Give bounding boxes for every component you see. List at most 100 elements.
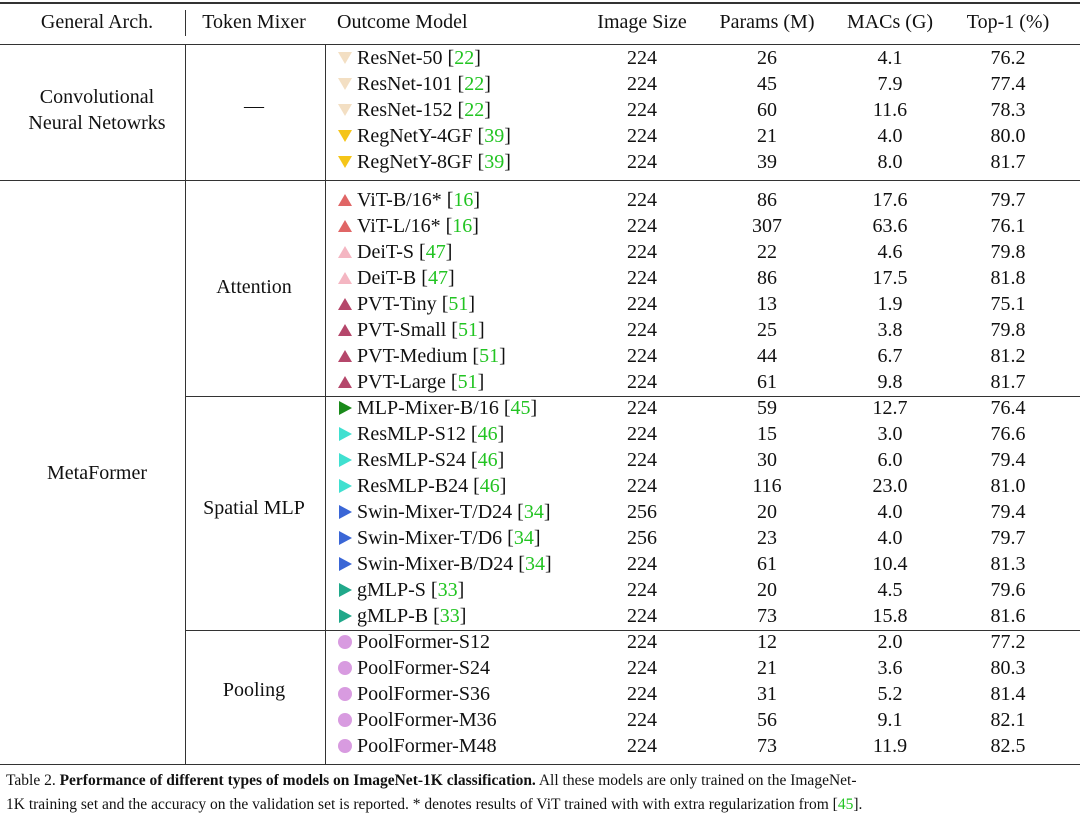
cite-bracket: ] bbox=[504, 125, 511, 147]
cite-bracket: ] bbox=[477, 371, 485, 393]
cite-bracket: [ bbox=[433, 605, 440, 627]
cite-bracket: [ bbox=[477, 151, 485, 173]
cite-number: 39 bbox=[484, 125, 505, 147]
model-label: ResNet-101 bbox=[357, 73, 453, 95]
cite-bracket: [ bbox=[447, 47, 455, 69]
marker-shape bbox=[338, 298, 352, 310]
cite-bracket: [ bbox=[832, 796, 838, 813]
model-name: ViT-B/16* [16] bbox=[357, 188, 480, 212]
model-label: PoolFormer-M36 bbox=[357, 709, 497, 731]
citation: [51] bbox=[451, 319, 484, 341]
citation: [22] bbox=[458, 73, 491, 95]
model-marker bbox=[338, 194, 352, 206]
cite-number: 51 bbox=[457, 319, 478, 341]
cite-bracket: ] bbox=[499, 345, 506, 367]
cell: 224 bbox=[627, 319, 657, 341]
model-label: ViT-L/16* bbox=[357, 215, 441, 237]
citation: [34] bbox=[507, 527, 540, 549]
model-label: PoolFormer-S12 bbox=[357, 631, 490, 653]
model-label: MLP-Mixer-B/16 bbox=[357, 397, 499, 419]
cite-number: 34 bbox=[513, 527, 534, 549]
cell: 307 bbox=[752, 215, 782, 237]
cell: 30 bbox=[757, 449, 777, 471]
model-name: MLP-Mixer-B/16 [45] bbox=[357, 396, 537, 420]
cite-number: 45 bbox=[837, 796, 854, 813]
cell: 3.6 bbox=[877, 657, 903, 679]
cite-bracket: [ bbox=[473, 475, 480, 497]
cell: 21 bbox=[757, 657, 777, 679]
cite-bracket: ] bbox=[533, 527, 541, 549]
cell: 224 bbox=[627, 73, 657, 95]
model-label: ViT-B/16* bbox=[357, 189, 442, 211]
model-name: ResNet-101 [22] bbox=[357, 72, 491, 96]
model-marker bbox=[338, 272, 352, 284]
cell: 224 bbox=[627, 631, 657, 653]
cite-bracket: [ bbox=[507, 527, 514, 549]
cell: 23.0 bbox=[872, 475, 908, 497]
cell: 224 bbox=[627, 397, 657, 419]
marker-shape bbox=[338, 635, 352, 649]
cell: 6.0 bbox=[877, 449, 903, 471]
cell: 224 bbox=[627, 423, 657, 445]
cite-number: 16 bbox=[453, 189, 474, 211]
cell: 80.0 bbox=[990, 125, 1026, 147]
cell: 23 bbox=[757, 527, 777, 549]
cell: 2.0 bbox=[877, 631, 903, 653]
cell: 59 bbox=[757, 397, 777, 419]
model-marker bbox=[339, 583, 352, 597]
header-cell: Image Size bbox=[597, 11, 687, 33]
marker-shape bbox=[339, 557, 352, 571]
model-name: Swin-Mixer-B/D24 [34] bbox=[357, 552, 552, 576]
marker-shape bbox=[338, 350, 352, 362]
cite-bracket: ] bbox=[473, 189, 481, 211]
cell: 12 bbox=[757, 631, 777, 653]
marker-shape bbox=[338, 78, 352, 90]
cite-bracket: [ bbox=[457, 73, 465, 95]
cell: 22 bbox=[757, 241, 777, 263]
token-mixer: Attention bbox=[216, 276, 292, 298]
cite-bracket: [ bbox=[472, 345, 480, 367]
rule bbox=[0, 764, 1080, 765]
model-label: PVT-Medium bbox=[357, 345, 468, 367]
rule bbox=[185, 396, 1080, 397]
model-name: ResNet-50 [22] bbox=[357, 46, 481, 70]
cite-bracket: ] bbox=[497, 449, 505, 471]
model-marker bbox=[338, 52, 352, 64]
cite-bracket: [ bbox=[445, 215, 453, 237]
cell: 224 bbox=[627, 241, 657, 263]
cell: 116 bbox=[752, 475, 782, 497]
cite-number: 46 bbox=[477, 449, 498, 471]
cell: 11.9 bbox=[872, 735, 908, 757]
model-name: gMLP-B [33] bbox=[357, 604, 466, 628]
model-name: PVT-Large [51] bbox=[357, 370, 484, 394]
citation: [33] bbox=[433, 605, 466, 627]
citation: [47] bbox=[421, 267, 454, 289]
cell: 224 bbox=[627, 605, 657, 627]
cell: 15.8 bbox=[872, 605, 908, 627]
citation: [46] bbox=[471, 449, 504, 471]
citation: [33] bbox=[431, 579, 464, 601]
cell: 7.9 bbox=[877, 73, 903, 95]
caption-label: Table 2. bbox=[6, 772, 56, 789]
cell: 224 bbox=[627, 735, 657, 757]
cell: 79.4 bbox=[990, 501, 1026, 523]
model-label: Swin-Mixer-B/D24 bbox=[357, 553, 514, 575]
marker-shape bbox=[339, 531, 352, 545]
cite-bracket: [ bbox=[419, 241, 426, 263]
cite-bracket: ] bbox=[468, 293, 476, 315]
cite-number: 47 bbox=[425, 241, 446, 263]
marker-shape bbox=[338, 52, 352, 64]
cell: 224 bbox=[627, 267, 657, 289]
cite-bracket: ] bbox=[445, 241, 453, 263]
cite-bracket: ] bbox=[504, 151, 511, 173]
cell: 224 bbox=[627, 99, 657, 121]
model-marker bbox=[338, 350, 352, 362]
model-name: PoolFormer-M36 bbox=[357, 708, 497, 732]
cell: 81.0 bbox=[990, 475, 1026, 497]
cell: 10.4 bbox=[872, 553, 908, 575]
cell: 224 bbox=[627, 579, 657, 601]
cell: 4.0 bbox=[877, 527, 903, 549]
model-label: PVT-Small bbox=[357, 319, 447, 341]
caption-title: Performance of different types of models… bbox=[59, 772, 536, 789]
model-marker bbox=[338, 661, 352, 675]
